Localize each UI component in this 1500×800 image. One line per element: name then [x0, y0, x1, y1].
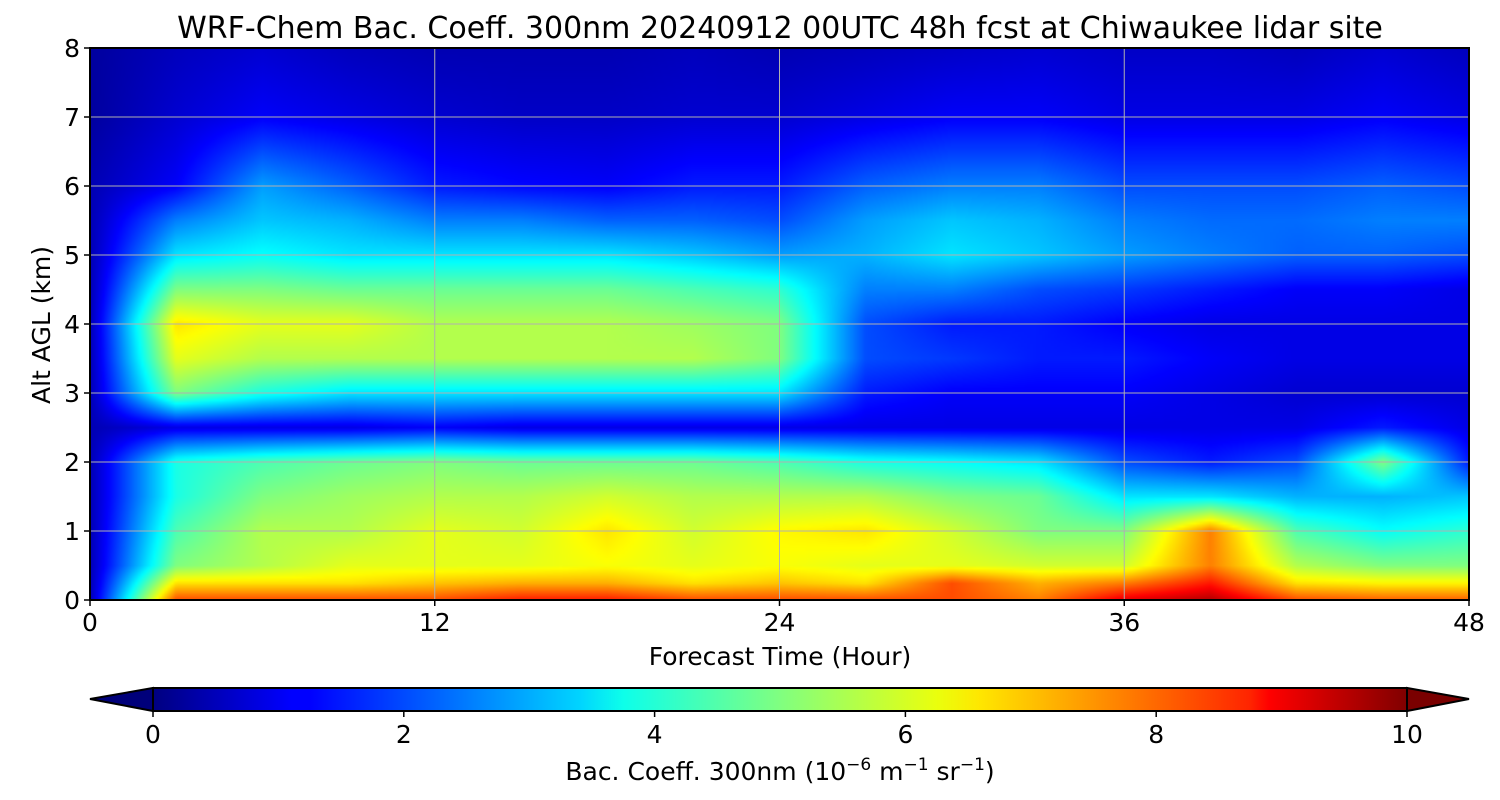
x-axis-ticks: 0 12 24 36 48 [82, 600, 1485, 637]
colorbar-extend-min [89, 686, 154, 713]
y-tick-label: 3 [64, 379, 80, 408]
y-tick-label: 0 [64, 586, 80, 615]
y-tick-label: 4 [64, 310, 80, 339]
x-tick-label: 36 [1108, 608, 1140, 637]
y-axis-label: Alt AGL (km) [27, 246, 56, 404]
x-tick-label: 12 [419, 608, 451, 637]
y-tick-label: 7 [64, 103, 80, 132]
x-tick-label: 0 [82, 608, 98, 637]
colorbar-tick-label: 6 [897, 720, 913, 749]
y-axis-ticks: 0 1 2 3 4 5 6 7 8 [64, 34, 90, 615]
y-tick-label: 5 [64, 241, 80, 270]
y-tick-label: 8 [64, 34, 80, 63]
y-tick-label: 6 [64, 172, 80, 201]
chart-title: WRF-Chem Bac. Coeff. 300nm 20240912 00UT… [177, 11, 1383, 46]
colorbar-tick-label: 4 [647, 720, 663, 749]
colorbar-ticks: 0 2 4 6 8 10 [145, 711, 1423, 749]
colorbar-tick-label: 10 [1391, 720, 1423, 749]
x-tick-label: 48 [1453, 608, 1485, 637]
y-tick-label: 2 [64, 448, 80, 477]
colorbar-tick-label: 8 [1148, 720, 1164, 749]
colorbar-tick-label: 0 [145, 720, 161, 749]
colorbar-label: Bac. Coeff. 300nm (10−6 m−1 sr−1) [565, 755, 994, 786]
grid-lines [90, 48, 1469, 600]
colorbar [152, 687, 1408, 712]
colorbar-extend-max [1406, 686, 1470, 713]
colorbar-tick-label: 2 [396, 720, 412, 749]
y-tick-label: 1 [64, 517, 80, 546]
x-tick-label: 24 [764, 608, 796, 637]
x-axis-label: Forecast Time (Hour) [649, 642, 912, 671]
